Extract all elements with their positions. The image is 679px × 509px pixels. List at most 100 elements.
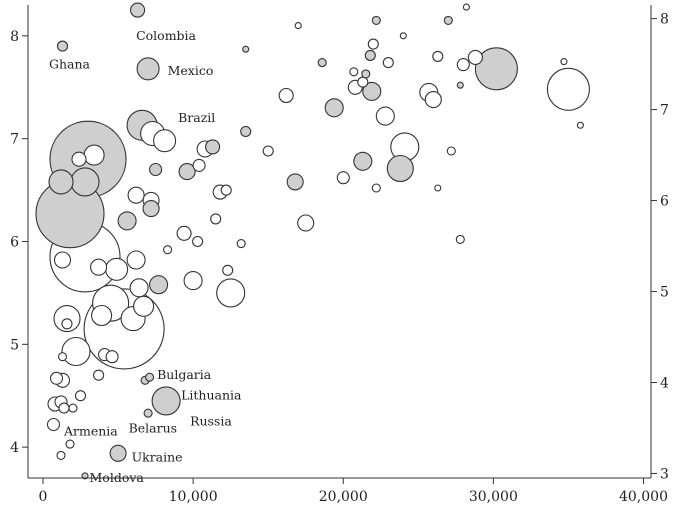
x-tick-label-3: 30,000 (469, 489, 518, 505)
x-tick-label-4: 40,000 (619, 489, 668, 505)
bubble-point-18 (149, 162, 163, 177)
y2-tick-label-2: 5 (660, 285, 669, 301)
y-tick-label-4: 8 (10, 29, 19, 45)
annotation-moldova: Moldova (90, 470, 145, 485)
bubble-point-82 (105, 257, 129, 281)
y2-tick-label-5: 8 (660, 12, 669, 28)
bubble-point-93 (74, 390, 87, 402)
bubble-point-83 (90, 258, 108, 276)
bubble-point-58 (467, 49, 483, 65)
bubble-point-0 (130, 2, 146, 18)
bubble-point-20 (192, 158, 206, 172)
bubble-point-62 (576, 121, 584, 129)
bubble-point-80 (61, 336, 91, 367)
bubble-point-54 (456, 81, 464, 89)
axes-layer: 0 10,000 20,000 30,000 40,000 4 5 6 7 8 3 4 5 6 7 8 (10, 5, 669, 505)
bubble-point-59 (474, 47, 518, 91)
bubble-point-57 (462, 3, 470, 11)
bubble-point-77 (133, 295, 155, 317)
bubble-point-101 (68, 403, 78, 413)
bubble-point-52 (443, 15, 453, 25)
y2-tick-label-3: 6 (660, 194, 669, 210)
bubble-point-33 (349, 67, 359, 77)
bubble-point-102 (65, 439, 75, 449)
bubble-point-68 (210, 213, 222, 225)
bubble-point-12 (83, 144, 105, 166)
bubble-point-70 (222, 264, 234, 276)
bubble-point-69 (216, 278, 246, 308)
annotation-belarus: Belarus (129, 421, 177, 436)
bubbles-layer (35, 2, 590, 480)
bubble-point-64 (192, 235, 204, 248)
bubble-point-45 (386, 154, 414, 183)
bubble-point-100 (143, 408, 153, 418)
bubble-point-26 (286, 173, 304, 191)
bubble-point-28 (294, 22, 302, 30)
bubble-point-50 (432, 50, 444, 62)
bubble-point-17 (142, 200, 160, 218)
annotation-bulgaria: Bulgaria (157, 367, 212, 382)
bubble-point-42 (375, 106, 395, 126)
bubble-point-38 (367, 38, 379, 50)
x-tick-label-1: 10,000 (169, 489, 218, 505)
bubble-point-75 (129, 278, 149, 298)
annotation-armenia: Armenia (63, 424, 118, 439)
bubble-point-51 (434, 184, 442, 192)
bubble-point-103 (56, 450, 66, 460)
bubble-point-29 (242, 45, 250, 53)
annotations-layer: Colombia Ghana Mexico Brazil Bulgaria Lithuan… (49, 28, 242, 485)
bubble-point-74 (126, 250, 146, 270)
bubble-point-99 (151, 386, 181, 416)
y-tick-label-0: 4 (10, 440, 19, 456)
bubble-point-37 (364, 49, 376, 61)
bubble-point-5 (153, 129, 177, 153)
bubble-point-49 (424, 91, 442, 109)
bubble-point-85 (61, 318, 73, 330)
y2-tick-label-4: 7 (660, 103, 669, 119)
bubble-point-41 (371, 183, 381, 193)
bubble-point-61 (560, 58, 568, 66)
x-tick-label-2: 20,000 (319, 489, 368, 505)
bubble-point-1 (56, 40, 69, 52)
bubble-point-44 (382, 57, 394, 69)
bubble-point-15 (127, 186, 145, 204)
bubble-point-86 (57, 352, 68, 362)
annotation-ghana: Ghana (49, 57, 91, 72)
bubble-point-91 (58, 402, 70, 414)
bubble-point-10 (48, 169, 74, 195)
y2-tick-label-0: 3 (660, 466, 669, 482)
bubble-point-47 (399, 32, 407, 40)
bubble-point-40 (353, 151, 373, 171)
bubble-point-55 (455, 234, 465, 244)
bubble-point-104 (109, 444, 127, 462)
annotation-ukraine: Ukraine (132, 449, 183, 464)
bubble-point-84 (53, 251, 72, 269)
bubble-point-60 (546, 67, 590, 111)
bubble-point-53 (446, 146, 456, 156)
bubble-point-39 (362, 81, 382, 101)
bubble-point-56 (456, 58, 470, 72)
bubble-point-19 (178, 163, 196, 181)
bubble-point-30 (317, 58, 327, 68)
bubble-point-92 (46, 417, 61, 432)
bubble-point-2 (136, 57, 160, 81)
y2-tick-label-1: 4 (660, 375, 669, 391)
bubble-point-67 (220, 184, 232, 196)
bubble-point-11 (70, 167, 100, 197)
annotation-brazil: Brazil (178, 110, 215, 125)
bubble-point-94 (93, 369, 105, 381)
x-tick-label-0: 0 (39, 489, 48, 505)
bubble-point-71 (236, 239, 246, 249)
annotation-mexico: Mexico (168, 63, 214, 78)
bubble-point-43 (371, 15, 381, 25)
bubble-point-35 (357, 76, 369, 88)
bubble-point-36 (361, 69, 371, 79)
bubble-point-23 (240, 125, 252, 138)
bubble-point-63 (176, 225, 192, 241)
bubble-point-22 (205, 139, 221, 155)
bubble-point-73 (163, 245, 173, 255)
bubble-point-14 (117, 211, 137, 231)
bubble-point-105 (81, 472, 89, 480)
bubble-point-65 (183, 271, 203, 291)
